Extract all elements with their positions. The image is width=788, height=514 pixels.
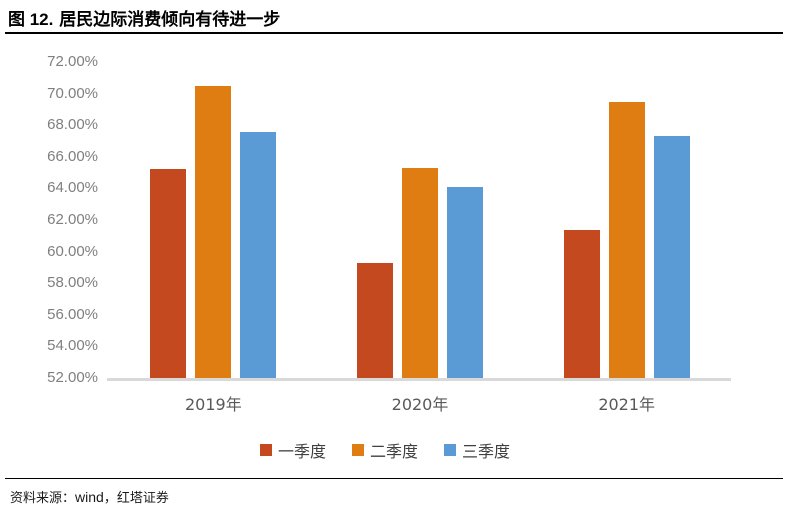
source-wind: wind [75,489,104,505]
bar-2021-q3 [653,136,690,378]
legend-swatch-q2 [351,444,364,456]
title-divider [5,32,783,34]
x-tick-label-2020: 2020年 [391,395,449,414]
legend-swatch-q3 [444,444,456,456]
y-axis: 72.00% 70.00% 68.00% 66.00% 64.00% 62.00… [18,54,98,386]
source-publisher: 红塔证券 [116,491,169,506]
y-tick-label: 58.00% [47,274,98,292]
legend-label-q3: 三季度 [462,442,511,461]
y-tick-label: 72.00% [47,53,98,70]
legend-item-q1: 一季度 [259,438,326,462]
bar-2019-q1 [150,169,187,378]
legend-label-q1: 一季度 [277,442,326,461]
y-tick-label: 56.00% [47,305,98,323]
bar-2020-q2 [401,167,438,378]
legend-item-q3: 三季度 [444,438,510,462]
legend-swatch-q1 [259,444,272,456]
y-tick-label: 60.00% [47,242,98,260]
y-tick-label: 70.00% [47,84,98,102]
y-tick-label: 62.00% [47,210,98,228]
figure-title-text: 居民边际消费倾向有待进一步 [59,10,281,30]
bar-2021-q1 [563,229,600,378]
source-prefix: 资料来源： [10,491,76,506]
figure-title: 图 12. 居民边际消费倾向有待进一步 [8,5,280,30]
bar-group-2021 [563,62,690,378]
bar-2020-q1 [356,262,393,378]
plot-area [110,62,730,378]
legend: 一季度 二季度 三季度 [0,438,788,462]
x-tick-label-2021: 2021年 [598,395,656,414]
bar-2019-q2 [195,85,232,378]
bar-group-2019 [150,62,277,378]
y-tick-label: 54.00% [47,337,98,355]
legend-label-q2: 二季度 [369,442,418,461]
y-tick-label: 64.00% [47,179,98,197]
source-separator: ， [103,491,117,506]
y-tick-label: 52.00% [47,368,98,386]
y-tick-label: 68.00% [47,116,98,134]
figure-number: 图 12. [8,10,54,29]
bar-group-2020 [356,62,483,378]
bar-2021-q2 [608,101,645,378]
bar-2019-q3 [240,131,277,378]
legend-item-q2: 二季度 [351,438,418,462]
x-axis-labels: 2019年 2020年 2021年 [110,391,730,415]
bar-2020-q3 [446,186,483,378]
x-axis-line [107,378,731,381]
footer-divider [5,478,783,479]
source-note: 资料来源：wind，红塔证券 [10,487,169,506]
y-tick-label: 66.00% [47,147,98,165]
x-tick-label-2019: 2019年 [184,395,242,414]
